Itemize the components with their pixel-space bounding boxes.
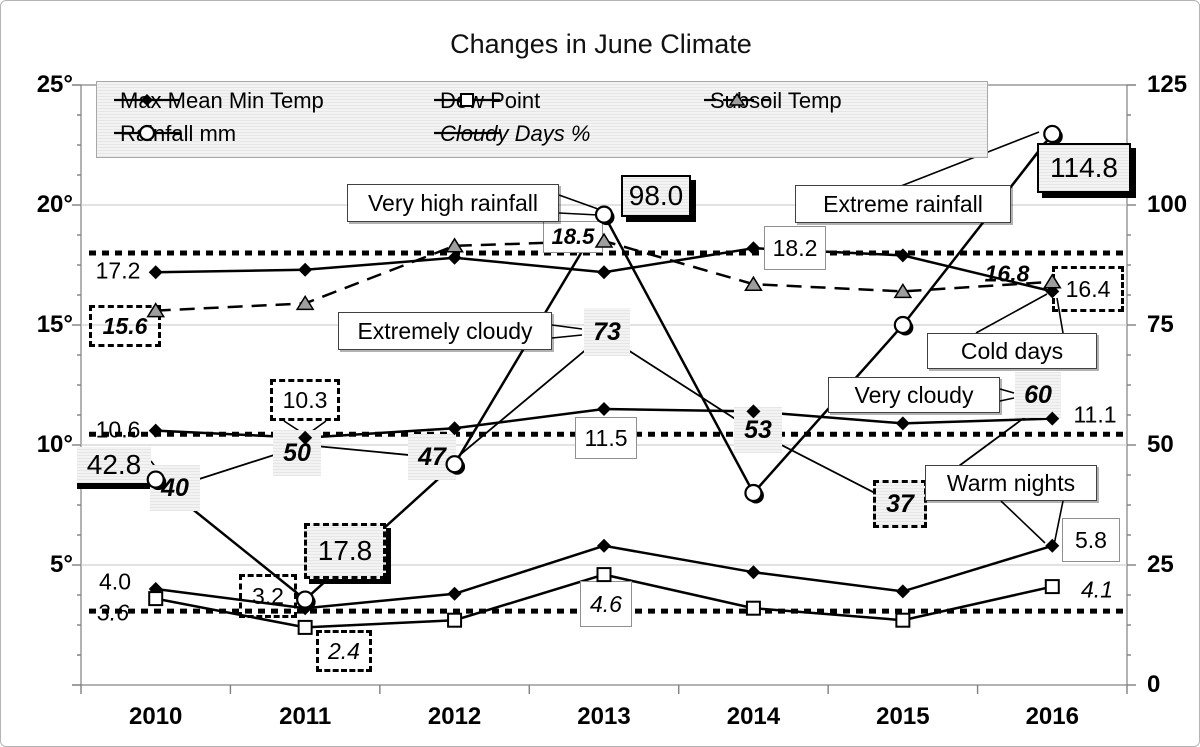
value-label-11-5: 11.5: [575, 417, 637, 459]
leader-line: [900, 131, 1040, 187]
diamond-marker: [141, 94, 153, 106]
callout-cold-days: Cold days: [927, 333, 1097, 369]
legend-marker-circle: [114, 124, 180, 142]
x-axis-tick-label: 2011: [279, 703, 332, 730]
chart-title: Changes in June Climate: [450, 29, 752, 59]
legend-item-cloudy-days: Cloudy Days %: [432, 121, 590, 147]
value-label-18-5: 18.5: [543, 221, 603, 253]
leader-line: [1056, 297, 1064, 334]
value-label-16-4: 16.4: [1052, 266, 1124, 312]
value-label-47: 47: [408, 434, 456, 480]
chart-legend: Max Mean Min Temp Dew Point Subsoil Temp Ra…: [96, 81, 988, 158]
value-label-3-6: 3.6: [97, 599, 129, 626]
value-label-16-8: 16.8: [984, 260, 1030, 287]
value-label-53: 53: [734, 407, 782, 453]
value-label-11-1: 11.1: [1073, 401, 1117, 428]
value-label-2-4: 2.4: [316, 630, 372, 672]
right-axis-tick-label: 50: [1147, 431, 1174, 458]
square-marker: [460, 93, 474, 107]
legend-item-max-mean-min-temp: Max Mean Min Temp: [112, 88, 324, 114]
callout-warm-nights: Warm nights: [925, 465, 1097, 501]
value-label-17-2: 17.2: [95, 257, 141, 284]
leader-line: [999, 397, 1015, 402]
legend-item-subsoil-temp: Subsoil Temp: [702, 88, 842, 114]
value-label-60: 60: [1015, 372, 1061, 418]
value-label-114-8: 114.8: [1037, 143, 1131, 193]
left-axis-tick-label: 15°: [36, 311, 73, 338]
value-label-98-0: 98.0: [621, 175, 691, 217]
value-label-5-8: 5.8: [1062, 518, 1120, 562]
right-axis-tick-label: 125: [1147, 71, 1188, 98]
callout-extremely-cloudy: Extremely cloudy: [338, 312, 552, 350]
left-axis-tick-label: 20°: [36, 191, 73, 218]
right-axis-tick-label: 0: [1147, 671, 1161, 698]
right-axis-tick-label: 25: [1147, 551, 1174, 578]
value-label-50: 50: [273, 430, 321, 476]
leader-line: [1000, 500, 1046, 544]
value-label-4-6: 4.6: [580, 581, 632, 627]
value-label-40: 40: [150, 465, 200, 511]
circle-marker: [138, 124, 156, 142]
value-label-37: 37: [873, 480, 927, 528]
x-axis-tick-label: 2014: [726, 703, 781, 730]
leader-line: [1053, 500, 1064, 546]
legend-marker-triangle: [704, 92, 770, 106]
value-label-3-2: 3.2: [239, 574, 297, 618]
x-axis-tick-label: 2015: [876, 703, 930, 730]
leader-line: [975, 293, 1048, 334]
left-axis-tick-label: 25°: [36, 71, 73, 98]
triangle-marker: [728, 92, 746, 106]
callout-very-cloudy: Very cloudy: [828, 377, 1000, 413]
legend-item-dew-point: Dew Point: [432, 88, 540, 114]
value-label-42-8: 42.8: [77, 447, 151, 489]
value-label-73: 73: [584, 308, 630, 356]
x-axis-tick-label: 2012: [427, 703, 482, 730]
value-label-17-8: 17.8: [304, 523, 386, 579]
legend-marker-none: [434, 131, 500, 135]
value-label-4-1: 4.1: [1081, 576, 1113, 603]
value-label-4-0: 4.0: [99, 568, 131, 595]
leader-line: [551, 324, 583, 330]
value-label-18-2: 18.2: [764, 226, 826, 270]
x-axis-tick-label: 2013: [577, 703, 631, 730]
leader-line: [558, 194, 599, 210]
right-axis-tick-label: 100: [1147, 191, 1188, 218]
value-label-15-6: 15.6: [89, 305, 161, 347]
x-axis-tick-label: 2016: [1025, 703, 1079, 730]
leader-line: [551, 334, 583, 339]
leader-line: [558, 212, 599, 216]
callout-extreme-rainfall: Extreme rainfall: [795, 185, 1011, 223]
legend-item-rainfall-mm: Rainfall mm: [112, 121, 236, 147]
callout-very-high-rainfall: Very high rainfall: [347, 184, 559, 222]
legend-marker-square: [434, 93, 500, 107]
value-label-10-3: 10.3: [270, 379, 340, 421]
left-axis-tick-label: 10°: [36, 431, 73, 458]
right-axis-tick-label: 75: [1147, 311, 1174, 338]
left-axis-tick-label: 5°: [50, 551, 73, 578]
legend-marker-diamond: [114, 94, 180, 106]
value-label-10-6: 10.6: [95, 416, 141, 443]
leader-line: [999, 388, 1015, 394]
x-axis-tick-label: 2010: [129, 703, 183, 730]
